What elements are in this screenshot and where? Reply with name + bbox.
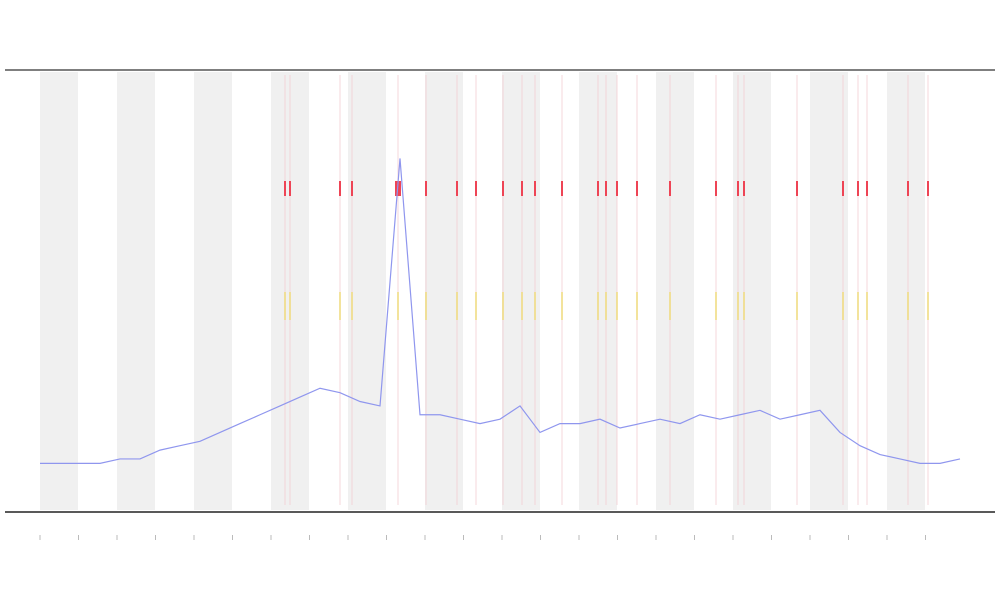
marker-flag <box>502 181 504 196</box>
marker-flag <box>534 181 536 196</box>
shaded-band <box>40 72 78 510</box>
marker-yellow <box>534 292 536 320</box>
marker-yellow <box>866 292 868 320</box>
shaded-band <box>348 72 386 510</box>
signal-line <box>40 158 961 464</box>
marker-yellow <box>743 292 745 320</box>
marker-flag <box>636 181 638 196</box>
marker-yellow <box>857 292 859 320</box>
marker-flag <box>351 181 353 196</box>
marker-yellow <box>907 292 909 320</box>
marker-yellow <box>397 292 399 320</box>
marker-yellow <box>636 292 638 320</box>
marker-flag <box>284 181 286 196</box>
marker-yellow <box>425 292 427 320</box>
marker-flag <box>927 181 929 196</box>
marker-yellow <box>284 292 286 320</box>
marker-yellow <box>521 292 523 320</box>
marker-flag <box>737 181 739 196</box>
marker-flag <box>907 181 909 196</box>
shaded-band <box>656 72 694 510</box>
marker-flag <box>425 181 427 196</box>
marker-flag <box>339 181 341 196</box>
marker-yellow <box>796 292 798 320</box>
marker-yellow <box>927 292 929 320</box>
shaded-band <box>810 72 848 510</box>
marker-yellow <box>715 292 717 320</box>
shaded-band <box>502 72 540 510</box>
marker-flag <box>456 181 458 196</box>
shaded-band <box>733 72 771 510</box>
marker-yellow <box>351 292 353 320</box>
marker-yellow <box>605 292 607 320</box>
marker-yellow <box>561 292 563 320</box>
shaded-band <box>887 72 925 510</box>
marker-flag <box>842 181 844 196</box>
marker-flag <box>796 181 798 196</box>
marker-yellow <box>502 292 504 320</box>
marker-yellow <box>597 292 599 320</box>
background-bands <box>39 72 929 540</box>
marker-flag <box>715 181 717 196</box>
marker-flag <box>289 181 291 196</box>
marker-yellow <box>339 292 341 320</box>
marker-flag <box>857 181 859 196</box>
marker-yellow <box>456 292 458 320</box>
marker-flag <box>743 181 745 196</box>
marker-yellow <box>616 292 618 320</box>
marker-flag <box>866 181 868 196</box>
shaded-band <box>117 72 155 510</box>
marker-flag <box>669 181 671 196</box>
marker-flag <box>475 181 477 196</box>
marker-yellow <box>669 292 671 320</box>
marker-flag <box>616 181 618 196</box>
marker-yellow <box>289 292 291 320</box>
marker-flag <box>561 181 563 196</box>
marker-yellow <box>842 292 844 320</box>
marker-flag <box>521 181 523 196</box>
marker-flag <box>605 181 607 196</box>
shaded-band <box>194 72 232 510</box>
marker-flag <box>597 181 599 196</box>
marker-yellow <box>475 292 477 320</box>
marker-yellow <box>737 292 739 320</box>
